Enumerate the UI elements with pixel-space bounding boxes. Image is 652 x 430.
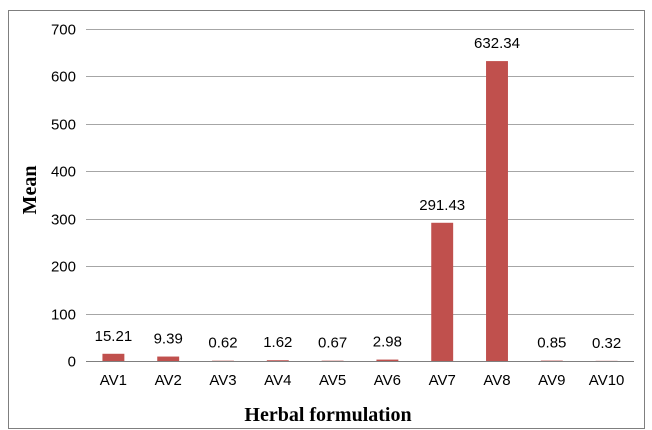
data-label: 15.21: [95, 328, 133, 345]
y-axis-title: Mean: [19, 166, 41, 215]
data-label: 1.62: [263, 334, 292, 351]
x-tick-label: AV4: [264, 372, 291, 389]
x-tick-label: AV10: [589, 372, 625, 389]
y-tick-label: 600: [51, 69, 76, 86]
data-labels: 15.21 9.39 0.62 1.62 0.67 2.98 291.43 632.34 0.8…: [95, 35, 622, 352]
x-tick-label: AV7: [429, 372, 456, 389]
y-tick-label: 500: [51, 117, 76, 134]
x-tick-labels: AV1 AV2 AV3 AV4 AV5 AV6 AV7 AV8 AV9 AV10: [100, 372, 625, 389]
bar: [157, 356, 180, 361]
x-tick-label: AV5: [319, 372, 346, 389]
bar: [431, 222, 454, 361]
chart-frame: [8, 10, 645, 429]
bar: [376, 359, 399, 361]
data-label: 0.62: [208, 335, 237, 352]
data-label: 632.34: [474, 35, 520, 52]
y-tick-label: 300: [51, 212, 76, 229]
data-label: 9.39: [154, 331, 183, 348]
data-label: 291.43: [419, 197, 465, 214]
x-tick-label: AV8: [483, 372, 510, 389]
x-tick-label: AV3: [209, 372, 236, 389]
data-label: 0.67: [318, 335, 347, 352]
y-tick-label: 400: [51, 164, 76, 181]
y-tick-label: 0: [68, 354, 76, 371]
bar: [486, 61, 508, 361]
y-tick-label: 100: [51, 307, 76, 324]
y-tick-label: 200: [51, 259, 76, 276]
y-tick-label: 700: [51, 22, 76, 39]
data-label: 0.32: [592, 335, 621, 352]
y-tick-labels: 0 100 200 300 400 500 600 700: [51, 22, 76, 371]
x-axis-title: Herbal formulation: [244, 404, 411, 426]
x-tick-label: AV2: [155, 372, 182, 389]
x-tick-label: AV6: [374, 372, 401, 389]
gridlines: [86, 29, 634, 315]
data-label: 0.85: [537, 335, 566, 352]
x-tick-label: AV9: [538, 372, 565, 389]
bars: [102, 61, 618, 361]
bar: [266, 360, 289, 361]
bar: [102, 353, 125, 361]
data-label: 2.98: [373, 334, 402, 351]
x-tick-label: AV1: [100, 372, 127, 389]
